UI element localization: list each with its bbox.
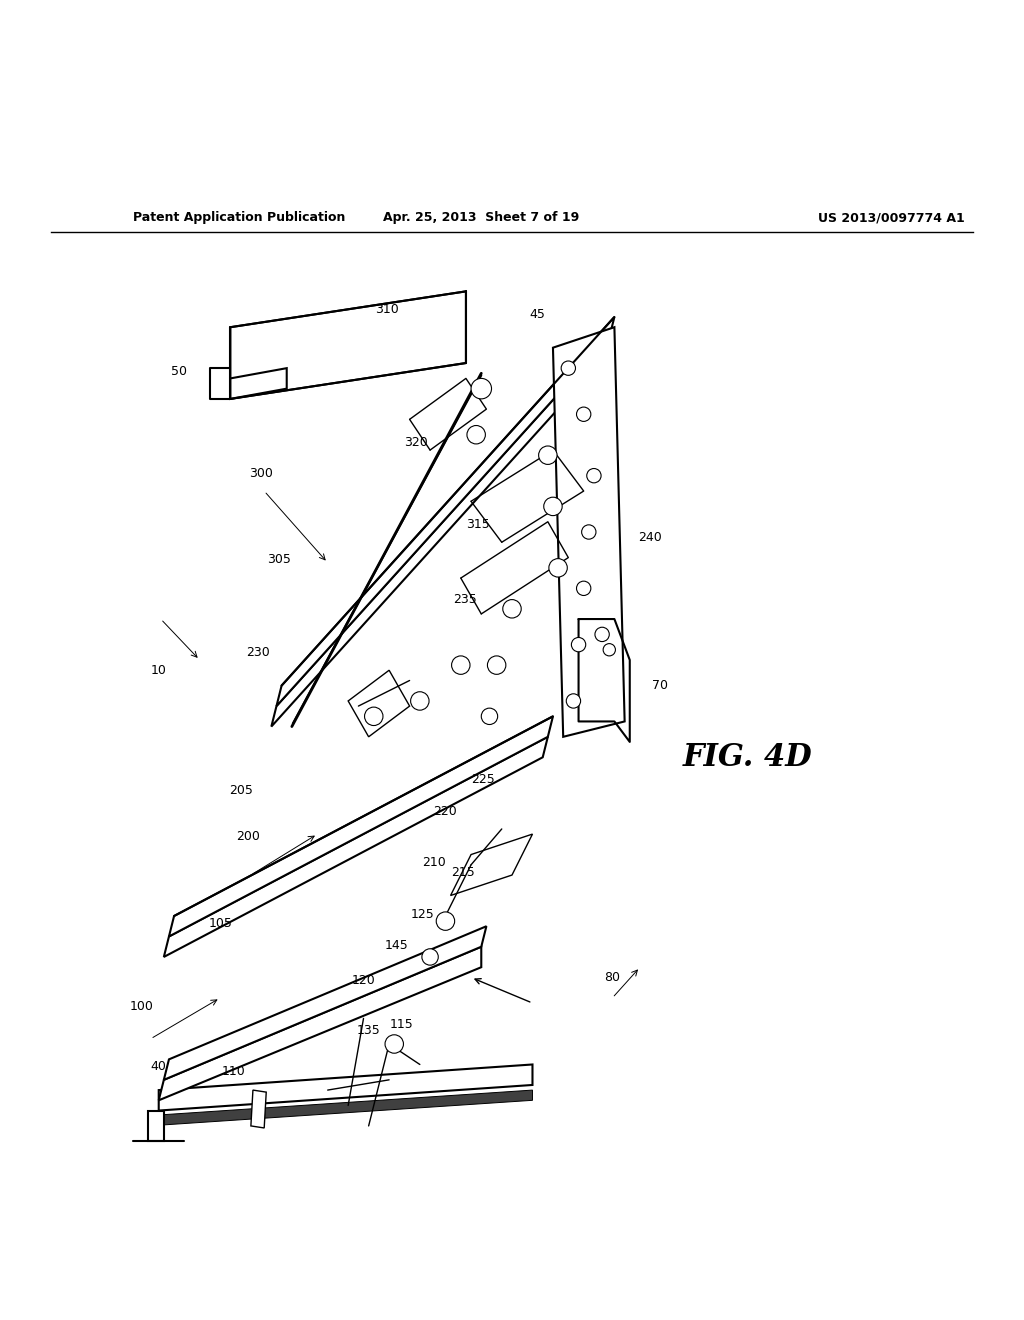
Polygon shape: [348, 671, 410, 737]
Text: 315: 315: [466, 519, 490, 532]
Circle shape: [549, 558, 567, 577]
Circle shape: [566, 694, 581, 708]
Text: 320: 320: [403, 437, 428, 449]
Circle shape: [385, 1035, 403, 1053]
Text: 240: 240: [638, 531, 663, 544]
Circle shape: [539, 446, 557, 465]
Text: 225: 225: [471, 774, 496, 787]
Polygon shape: [164, 737, 548, 957]
Text: 110: 110: [221, 1065, 246, 1078]
Text: 40: 40: [151, 1060, 167, 1073]
Polygon shape: [251, 1090, 266, 1129]
Text: 300: 300: [249, 467, 273, 480]
Polygon shape: [148, 1110, 164, 1142]
Text: Patent Application Publication: Patent Application Publication: [133, 211, 345, 224]
Text: 210: 210: [422, 857, 446, 870]
Text: FIG. 4D: FIG. 4D: [683, 742, 812, 772]
Polygon shape: [159, 1064, 532, 1110]
Text: 205: 205: [228, 784, 253, 796]
Circle shape: [411, 692, 429, 710]
Text: 125: 125: [411, 908, 435, 921]
Text: 135: 135: [356, 1024, 381, 1038]
Text: 220: 220: [433, 805, 458, 818]
Polygon shape: [579, 619, 614, 722]
Circle shape: [471, 379, 492, 399]
Polygon shape: [230, 368, 287, 399]
Circle shape: [436, 912, 455, 931]
Polygon shape: [164, 927, 486, 1080]
Text: 145: 145: [384, 940, 409, 952]
Polygon shape: [276, 317, 614, 706]
Circle shape: [452, 656, 470, 675]
Text: 120: 120: [351, 974, 376, 987]
Text: 235: 235: [453, 593, 477, 606]
Circle shape: [582, 525, 596, 539]
Circle shape: [603, 644, 615, 656]
Circle shape: [481, 708, 498, 725]
Polygon shape: [169, 717, 553, 936]
Text: 230: 230: [246, 647, 270, 659]
Circle shape: [595, 627, 609, 642]
Text: 10: 10: [151, 664, 167, 677]
Polygon shape: [451, 834, 532, 895]
Text: 200: 200: [236, 830, 260, 842]
Circle shape: [365, 708, 383, 726]
Polygon shape: [553, 327, 625, 737]
Text: 305: 305: [266, 553, 291, 566]
Circle shape: [587, 469, 601, 483]
Polygon shape: [271, 338, 609, 726]
Text: 80: 80: [604, 972, 621, 983]
Text: 100: 100: [129, 999, 154, 1012]
Text: 115: 115: [389, 1018, 414, 1031]
Polygon shape: [159, 946, 481, 1101]
Circle shape: [544, 498, 562, 516]
Circle shape: [487, 656, 506, 675]
Circle shape: [467, 425, 485, 444]
Circle shape: [571, 638, 586, 652]
Text: US 2013/0097774 A1: US 2013/0097774 A1: [817, 211, 965, 224]
Text: 70: 70: [652, 678, 669, 692]
Text: 310: 310: [375, 304, 399, 317]
Circle shape: [577, 581, 591, 595]
Polygon shape: [230, 292, 466, 399]
Text: 45: 45: [529, 309, 546, 321]
Polygon shape: [148, 1090, 532, 1126]
Text: Apr. 25, 2013  Sheet 7 of 19: Apr. 25, 2013 Sheet 7 of 19: [383, 211, 580, 224]
Text: 50: 50: [171, 364, 187, 378]
Circle shape: [577, 407, 591, 421]
Circle shape: [422, 949, 438, 965]
Circle shape: [503, 599, 521, 618]
Circle shape: [561, 360, 575, 375]
Text: 105: 105: [208, 916, 232, 929]
Text: 215: 215: [451, 866, 475, 879]
